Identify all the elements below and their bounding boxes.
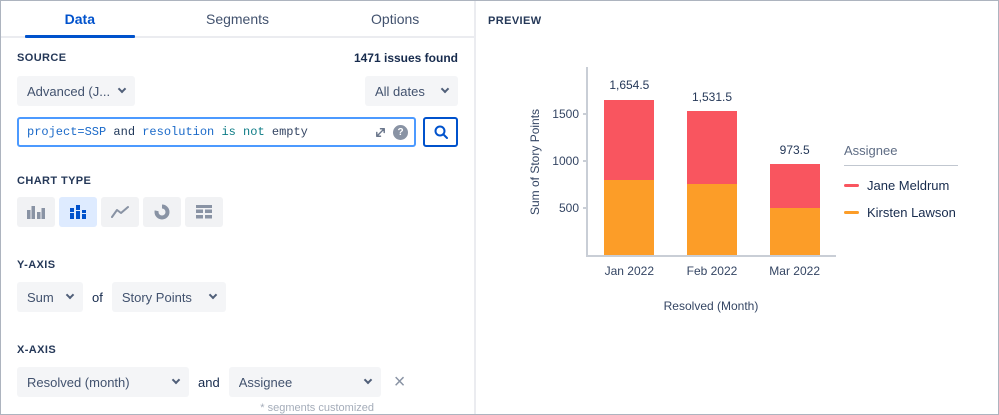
chart-type-picker	[17, 197, 458, 227]
bar-total-label: 1,654.5	[609, 78, 650, 93]
jql-query-input[interactable]: project=SSP and resolution is not empty …	[17, 117, 416, 147]
x-axis-tick-label: Mar 2022	[769, 264, 820, 278]
search-icon	[434, 125, 448, 139]
project-source-dropdown[interactable]: Advanced (J...	[17, 76, 135, 106]
x-axis-tick-label: Feb 2022	[686, 264, 738, 278]
tab-options-label: Options	[371, 10, 420, 27]
legend-label: Jane Meldrum	[867, 178, 950, 193]
bar-total-label: 973.5	[779, 142, 810, 157]
chevron-down-icon	[440, 84, 450, 94]
x-axis-heading: X-AXIS	[17, 344, 57, 356]
bar-segment-jane-meldrum	[769, 163, 820, 208]
preview-heading: PREVIEW	[488, 15, 542, 27]
legend-marker	[844, 184, 859, 187]
jql-token: is not	[221, 125, 272, 139]
chevron-down-icon	[171, 375, 181, 385]
x-axis-field2-value: Assignee	[238, 374, 293, 390]
tab-segments[interactable]: Segments	[159, 1, 317, 36]
config-content: SOURCE 1471 issues found Advanced (J... …	[1, 38, 474, 414]
issues-found-count: 1471 issues found	[353, 51, 458, 65]
legend-item[interactable]: Kirsten Lawson	[844, 205, 958, 220]
x-axis-connector: and	[198, 374, 220, 390]
y-axis-tick-label: 1500	[552, 107, 579, 121]
y-axis-aggregation-value: Sum	[27, 289, 54, 305]
chart-type-bar-button[interactable]	[17, 197, 55, 227]
tab-options[interactable]: Options	[316, 1, 474, 36]
tab-data-label: Data	[64, 10, 96, 27]
table-icon	[196, 205, 212, 219]
legend-label: Kirsten Lawson	[867, 205, 956, 220]
tab-data[interactable]: Data	[1, 1, 159, 38]
x-axis-tick-label: Jan 2022	[604, 264, 655, 278]
y-axis-heading: Y-AXIS	[17, 259, 56, 271]
stacked-bar-chart-icon	[70, 205, 86, 219]
jql-token: empty	[271, 125, 308, 139]
pie-chart-icon	[154, 204, 170, 220]
jql-input-icons: ?	[368, 124, 408, 140]
bar-segment-kirsten-lawson	[604, 179, 655, 255]
chart-type-table-button[interactable]	[185, 197, 223, 227]
project-source-value: Advanced (J...	[27, 83, 111, 99]
legend-items: Jane Meldrum Kirsten Lawson	[844, 178, 958, 220]
x-axis-field2-dropdown[interactable]: Assignee	[228, 367, 381, 397]
preview-panel: PREVIEW Sum of Story Points 500 1000 1500 1…	[476, 1, 998, 414]
plot-area: 500 1000 1500 1,654.5 Jan 2022 1,531.5 Feb 202…	[552, 67, 836, 278]
y-axis-tick-mark	[583, 207, 588, 209]
bar-segment-kirsten-lawson	[687, 183, 737, 255]
source-heading: SOURCE	[17, 52, 67, 64]
help-icon[interactable]: ?	[393, 124, 408, 140]
x-axis-field1-dropdown[interactable]: Resolved (month)	[17, 367, 189, 397]
chart-type-heading: CHART TYPE	[17, 175, 92, 187]
chevron-down-icon	[117, 84, 127, 94]
chevron-down-icon	[363, 375, 372, 385]
segments-customized-note: * segments customized	[260, 402, 374, 414]
y-axis-title: Sum of Story Points	[528, 108, 542, 216]
chart-type-pie-button[interactable]	[143, 197, 181, 227]
bar-segment-jane-meldrum	[604, 99, 655, 180]
date-range-dropdown[interactable]: All dates	[365, 76, 458, 106]
y-axis-tick-mark	[583, 113, 588, 115]
chart-legend: Assignee Jane Meldrum Kirsten Lawson	[844, 143, 958, 220]
chart-type-line-button[interactable]	[101, 197, 139, 227]
tab-bar: Data Segments Options	[1, 1, 474, 38]
y-axis-tick-mark	[583, 160, 588, 162]
legend-marker	[844, 211, 859, 214]
chart-type-stacked-bar-button[interactable]	[59, 197, 97, 227]
chevron-down-icon	[65, 290, 75, 300]
y-axis-field-dropdown[interactable]: Story Points	[111, 282, 226, 312]
jql-token: project=SSP	[27, 125, 114, 139]
line-chart-icon	[111, 206, 129, 218]
bar-chart-icon	[27, 206, 45, 219]
date-range-value: All dates	[375, 83, 425, 99]
y-axis-field-value: Story Points	[121, 289, 192, 305]
legend-title: Assignee	[844, 143, 958, 166]
jql-query-text: project=SSP and resolution is not empty	[27, 125, 308, 139]
config-panel: Data Segments Options SOURCE 1471 issues…	[1, 1, 476, 414]
x-axis-field1-value: Resolved (month)	[27, 374, 130, 390]
bar-segment-jane-meldrum	[687, 111, 737, 184]
jql-token: resolution	[142, 125, 222, 139]
y-axis-tick-label: 1000	[552, 154, 579, 168]
legend-item[interactable]: Jane Meldrum	[844, 178, 958, 193]
bar-segment-kirsten-lawson	[769, 207, 820, 255]
y-axis-aggregation-dropdown[interactable]: Sum	[17, 282, 83, 312]
chevron-down-icon	[208, 290, 218, 300]
expand-icon[interactable]	[374, 126, 387, 139]
x-axis-title: Resolved (Month)	[663, 299, 759, 313]
run-query-button[interactable]	[423, 117, 458, 147]
y-axis-tick-label: 500	[558, 201, 579, 215]
tab-segments-label: Segments	[205, 10, 270, 27]
jql-token: and	[113, 125, 143, 139]
y-axis-connector: of	[92, 289, 103, 305]
bar-total-label: 1,531.5	[691, 90, 733, 105]
remove-segment-icon[interactable]: ×	[393, 371, 406, 393]
